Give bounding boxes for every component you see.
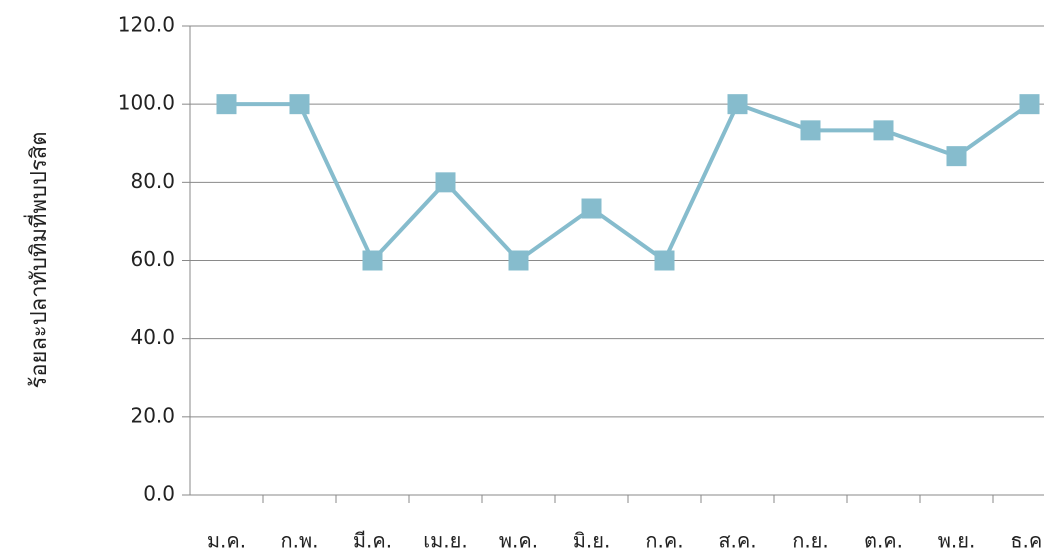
point-marker — [581, 198, 602, 219]
point-marker — [289, 94, 310, 115]
point-marker — [873, 120, 894, 141]
series-line — [226, 101, 1031, 265]
point-marker — [1019, 94, 1040, 115]
y-tick-label: 0.0 — [143, 482, 175, 506]
point-marker — [946, 146, 967, 167]
x-tick-label: พ.ค. — [499, 529, 538, 551]
y-tick-label: 100.0 — [118, 91, 175, 115]
x-tick-label: ก.ย. — [792, 529, 829, 551]
x-tick-label: ก.พ. — [280, 529, 318, 551]
y-tick-label: 80.0 — [130, 169, 175, 193]
y-tick-label: 20.0 — [130, 403, 175, 427]
x-tick-label: ก.ค. — [645, 529, 683, 551]
point-marker — [362, 250, 383, 271]
x-tick-label: เม.ย. — [423, 529, 467, 551]
x-tick-label: ม.ค. — [207, 529, 246, 551]
x-tick-label: ธ.ค. — [1010, 529, 1044, 551]
x-tick-label: มิ.ย. — [573, 529, 611, 551]
point-marker — [216, 94, 237, 115]
y-tick-label: 60.0 — [130, 247, 175, 271]
point-marker — [435, 172, 456, 193]
point-marker — [727, 94, 748, 115]
x-tick-label: ส.ค. — [718, 529, 756, 551]
y-tick-label: 120.0 — [118, 13, 175, 37]
x-tick-label: ต.ค. — [864, 529, 903, 551]
point-marker — [654, 250, 675, 271]
y-tick-label: 40.0 — [130, 325, 175, 349]
point-marker — [508, 250, 529, 271]
point-marker — [800, 120, 821, 141]
x-tick-label: พ.ย. — [938, 529, 976, 551]
x-tick-label: มี.ค. — [353, 529, 392, 551]
y-axis-label: ร้อยละปลาทับทิมที่พบปรสิต — [23, 132, 52, 389]
